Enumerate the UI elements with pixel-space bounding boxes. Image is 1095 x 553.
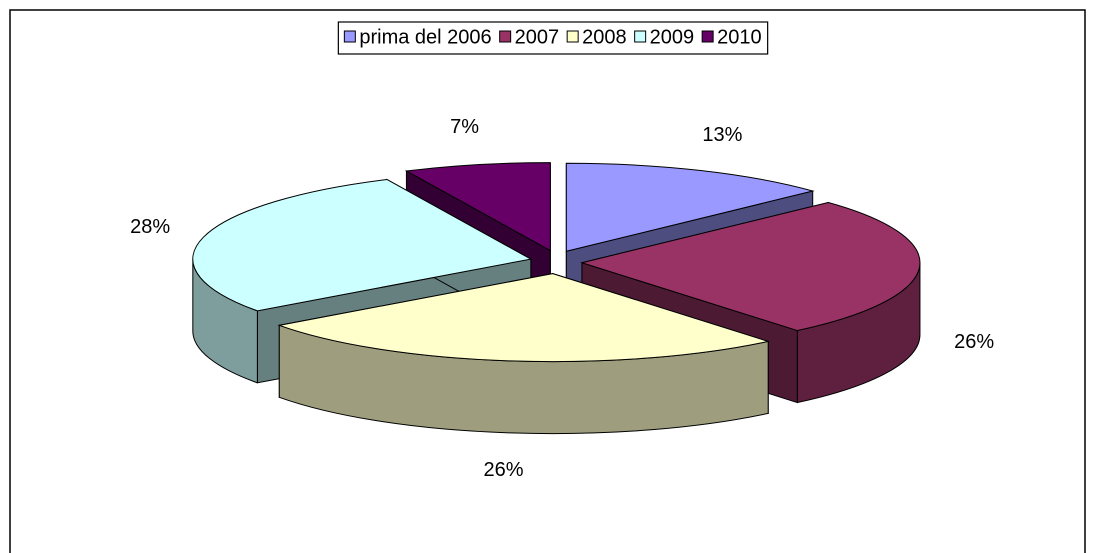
slice-top [565, 162, 815, 252]
slice-top [580, 201, 921, 332]
legend-swatch [634, 30, 647, 43]
slice-top [277, 273, 771, 363]
pie-slice [277, 272, 771, 435]
data-label: 28% [130, 216, 170, 238]
data-label: 13% [702, 124, 742, 146]
data-label: 26% [483, 459, 523, 481]
legend-label: 2009 [650, 26, 695, 48]
legend-swatch [566, 30, 579, 43]
data-label: 7% [450, 116, 479, 138]
legend-label: 2010 [717, 26, 762, 48]
data-label: 26% [954, 331, 994, 353]
legend-label: 2008 [582, 26, 627, 48]
legend-swatch [701, 30, 714, 43]
legend-box [337, 21, 769, 55]
legend-swatch [499, 30, 512, 43]
legend-label: 2007 [515, 26, 560, 48]
slice-top [404, 162, 551, 252]
slice-top [192, 178, 533, 312]
legend-swatch [343, 30, 356, 43]
legend: prima del 2006 2007 2008 2009 2010 [337, 21, 769, 55]
legend-label: prima del 2006 [359, 26, 491, 48]
